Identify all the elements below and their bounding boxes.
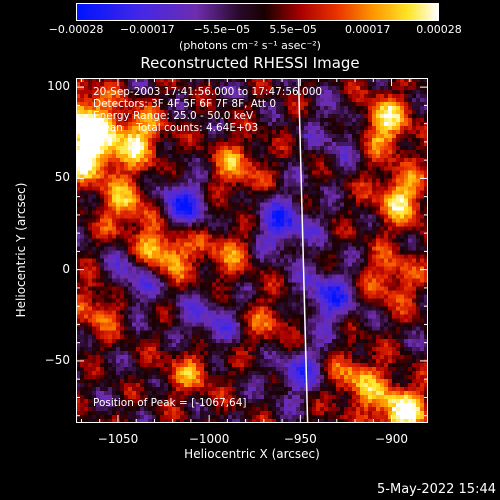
x-tick-label: −950 xyxy=(283,432,317,446)
annotation-time-range: 20-Sep-2003 17:41:56.000 to 17:47:56.000 xyxy=(93,86,323,98)
annotation-peak-position: Position of Peak = [-1067,64] xyxy=(93,397,247,409)
y-tick-label: 0 xyxy=(62,261,70,276)
colorbar-tick-label: 0.00017 xyxy=(344,23,391,36)
colorbar-units: (photons cm⁻² s⁻¹ asec⁻²) xyxy=(179,39,321,52)
colorbar-tick-label: 5.5e−05 xyxy=(269,23,317,36)
x-tick-label: −1000 xyxy=(188,432,230,446)
colorbar xyxy=(76,3,439,21)
annotation-detectors: Detectors: 3F 4F 5F 6F 7F 8F, Att 0 xyxy=(93,98,277,110)
footer-timestamp: 5-May-2022 15:44 xyxy=(377,482,496,497)
x-tick-label: −1050 xyxy=(97,432,139,446)
colorbar-tick-label: −0.00028 xyxy=(48,23,104,36)
colorbar-tick-label: −5.5e−05 xyxy=(193,23,251,36)
plot-area xyxy=(76,78,428,423)
y-tick-label: −50 xyxy=(44,352,70,367)
annotation-clean-counts: Clean Total counts: 4.64E+03 xyxy=(93,122,259,134)
colorbar-tick-label: −0.00017 xyxy=(119,23,175,36)
heatmap-image xyxy=(76,78,428,423)
plot-frame xyxy=(76,78,428,423)
chart-title: Reconstructed RHESSI Image xyxy=(140,54,360,72)
annotation-energy-range: Energy Range: 25.0 - 50.0 keV xyxy=(93,110,254,122)
y-tick-label: 50 xyxy=(54,170,70,185)
y-tick-label: 100 xyxy=(47,79,70,94)
solar-limb-line xyxy=(297,78,309,423)
y-axis-label: Heliocentric Y (arcsec) xyxy=(14,182,28,318)
x-tick-label: −900 xyxy=(375,432,408,446)
x-axis-label: Heliocentric X (arcsec) xyxy=(184,447,320,461)
colorbar-tick-label: 0.00028 xyxy=(416,23,462,36)
